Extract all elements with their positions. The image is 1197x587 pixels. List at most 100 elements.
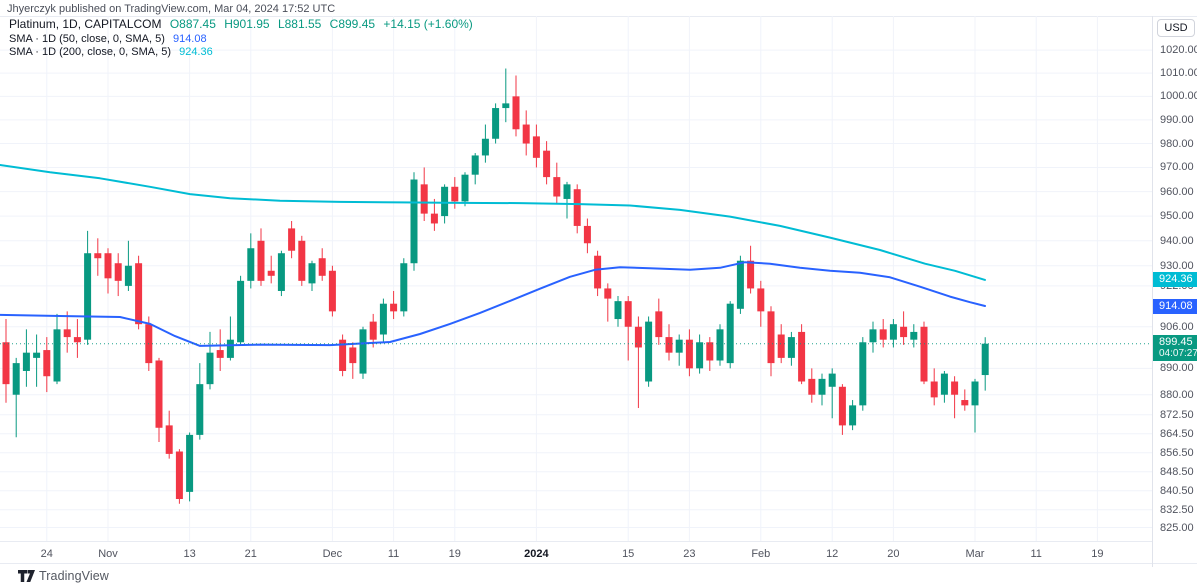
candle-body — [502, 103, 510, 109]
candle-body — [247, 248, 255, 281]
candle-body — [685, 339, 693, 369]
price-axis-tick: 848.50 — [1160, 465, 1194, 478]
candle-body — [859, 342, 867, 406]
price-axis-tick: 950.00 — [1160, 210, 1194, 223]
candle-body — [961, 400, 969, 406]
candle-body — [400, 263, 408, 312]
candle-body — [655, 311, 663, 338]
legend-sma50-row[interactable]: SMA · 1D (50, close, 0, SMA, 5) 914.08 — [9, 33, 473, 45]
candle-body — [267, 270, 275, 276]
price-axis-tick: 1000.00 — [1160, 90, 1197, 103]
time-axis-tick: 23 — [683, 548, 696, 560]
price-axis-tick: 930.00 — [1160, 259, 1194, 272]
candle-body — [216, 350, 224, 358]
time-axis-tick: Mar — [965, 548, 985, 560]
candle-body — [359, 329, 367, 374]
candle-body — [879, 329, 887, 340]
time-axis-tick: 21 — [244, 548, 257, 560]
time-axis-border — [0, 563, 1197, 564]
candle-body — [135, 263, 143, 325]
candle-body — [420, 184, 428, 214]
publish-byline: Jhyerczyk published on TradingView.com, … — [7, 3, 336, 15]
candle-body — [288, 228, 296, 251]
candle-body — [114, 263, 122, 281]
last-price-value: 899.45 — [1159, 335, 1193, 348]
candle-body — [757, 288, 765, 312]
candle-body — [777, 334, 785, 358]
candle-body — [53, 329, 61, 382]
candle-body — [532, 136, 540, 158]
ohlc-open: O887.45 — [169, 17, 216, 31]
candle-body — [869, 329, 877, 343]
candle-body — [298, 240, 306, 281]
candle-body — [889, 324, 897, 340]
candle-body — [604, 288, 612, 299]
candle-body — [277, 253, 285, 291]
candle-body — [665, 337, 673, 353]
price-axis-tick: 940.00 — [1160, 234, 1194, 247]
candle-body — [237, 280, 245, 343]
ohlc-high: H901.95 — [224, 17, 270, 31]
candle-body — [430, 213, 438, 224]
price-axis-tick: 1010.00 — [1160, 67, 1197, 80]
candle-body — [849, 405, 857, 426]
candle-body — [22, 352, 30, 371]
candle-body — [512, 96, 520, 130]
candle-body — [930, 381, 938, 398]
currency-button[interactable]: USD — [1157, 19, 1195, 37]
price-axis[interactable]: USD 1020.00 1010.00 1000.00 990.00 980.00 970… — [1152, 16, 1197, 567]
sma-50-line — [0, 261, 986, 347]
pane-bottom-border — [0, 541, 1152, 542]
candle-body — [920, 326, 928, 382]
candle-body — [981, 343, 989, 376]
candle-body — [910, 331, 918, 340]
last-price-label: 899.45 04:07:27 — [1153, 334, 1197, 361]
candle-body — [349, 347, 357, 364]
candle-body — [634, 326, 642, 348]
price-axis-tick: 906.00 — [1160, 320, 1194, 333]
candle-body — [624, 301, 632, 327]
candle-body — [675, 339, 683, 353]
candle-body — [747, 260, 755, 289]
candle-body — [563, 184, 571, 199]
price-axis-tick: 980.00 — [1160, 137, 1194, 150]
candle-body — [818, 378, 826, 395]
time-axis-tick: 20 — [887, 548, 900, 560]
candle-body — [543, 150, 551, 178]
chart-legend: Platinum, 1D, CAPITALCOM O887.45 H901.95… — [9, 18, 473, 58]
candle-body — [441, 186, 449, 217]
candle-body — [124, 265, 132, 286]
candle-body — [594, 255, 602, 289]
candle-body — [798, 331, 806, 382]
candle-body — [461, 174, 469, 202]
candle-body — [553, 177, 561, 197]
legend-sma200-row[interactable]: SMA · 1D (200, close, 0, SMA, 5) 924.36 — [9, 47, 473, 58]
candle-body — [328, 270, 336, 312]
tv-logo-icon — [18, 570, 35, 582]
candle-body — [165, 425, 173, 454]
candle-body — [971, 381, 979, 406]
candle-body — [339, 339, 347, 371]
candle-body — [573, 189, 581, 226]
ohlc-close: C899.45 — [329, 17, 376, 31]
candle-body — [104, 253, 112, 279]
candle-body — [257, 240, 265, 281]
candle-body — [84, 253, 92, 340]
sma50-price-label: 914.08 — [1153, 298, 1197, 314]
candle-body — [471, 155, 479, 175]
price-axis-tick: 990.00 — [1160, 113, 1194, 126]
candle-body — [410, 179, 418, 264]
price-axis-tick: 864.50 — [1160, 427, 1194, 440]
candle-body — [43, 350, 51, 377]
candle-body — [706, 342, 714, 361]
candle-body — [940, 373, 948, 395]
tradingview-logo[interactable]: TradingView — [18, 569, 109, 583]
price-axis-tick: 970.00 — [1160, 161, 1194, 174]
candle-body — [583, 225, 591, 244]
sma200-value: 924.36 — [179, 46, 213, 58]
price-axis-tick: 872.50 — [1160, 408, 1194, 421]
legend-symbol-row[interactable]: Platinum, 1D, CAPITALCOM O887.45 H901.95… — [9, 18, 473, 31]
time-axis-tick: Dec — [322, 548, 343, 560]
